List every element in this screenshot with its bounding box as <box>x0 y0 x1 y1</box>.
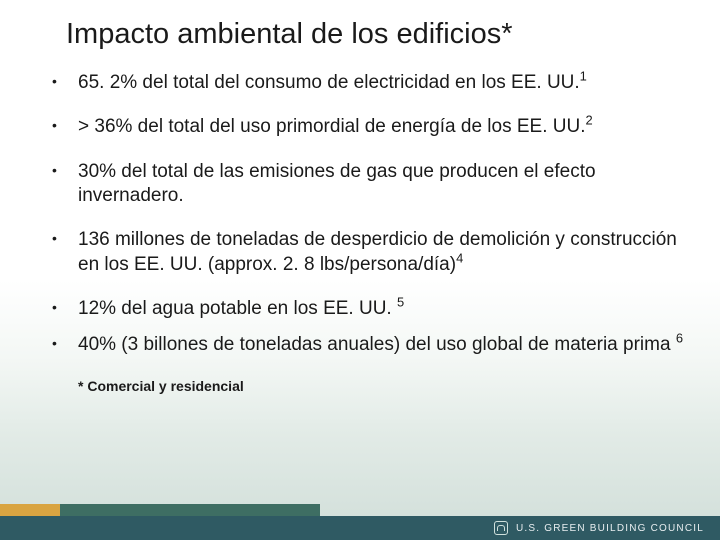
bullet-text: 30% del total de las emisiones de gas qu… <box>78 161 596 206</box>
list-item: 12% del agua potable en los EE. UU. 5 <box>48 297 684 321</box>
list-item: 40% (3 billones de toneladas anuales) de… <box>48 333 684 357</box>
bullet-sup: 2 <box>585 113 592 128</box>
footer-accent-bar <box>0 504 320 516</box>
bullet-sup: 5 <box>397 295 404 310</box>
bullet-text: 136 millones de toneladas de desperdicio… <box>78 229 677 274</box>
title-text: Impacto ambiental de los edificios <box>66 18 501 50</box>
bullet-sup: 1 <box>580 69 587 84</box>
usgbc-logo-icon <box>494 521 508 535</box>
bullet-text: 65. 2% del total del consumo de electric… <box>78 72 580 93</box>
bullet-text: 40% (3 billones de toneladas anuales) de… <box>78 334 676 355</box>
list-item: 30% del total de las emisiones de gas qu… <box>48 160 684 209</box>
accent-segment-green <box>60 504 320 516</box>
bullet-text: > 36% del total del uso primordial de en… <box>78 116 585 137</box>
footer-main-bar: U.S. GREEN BUILDING COUNCIL <box>0 516 720 540</box>
list-item: 65. 2% del total del consumo de electric… <box>48 71 684 95</box>
footer-org-text: U.S. GREEN BUILDING COUNCIL <box>516 523 704 534</box>
bullet-list: 65. 2% del total del consumo de electric… <box>48 71 684 358</box>
slide-title: Impacto ambiental de los edificios* <box>66 18 684 51</box>
bullet-sup: 4 <box>456 250 463 265</box>
list-item: 136 millones de toneladas de desperdicio… <box>48 228 684 277</box>
footer-band: U.S. GREEN BUILDING COUNCIL <box>0 504 720 540</box>
bullet-sup: 6 <box>676 331 683 346</box>
slide-body: Impacto ambiental de los edificios* 65. … <box>0 0 720 540</box>
list-item: > 36% del total del uso primordial de en… <box>48 115 684 139</box>
title-asterisk: * <box>501 18 512 50</box>
footer-org: U.S. GREEN BUILDING COUNCIL <box>494 521 704 535</box>
bullet-text: 12% del agua potable en los EE. UU. <box>78 298 397 319</box>
footnote: * Comercial y residencial <box>48 378 684 394</box>
accent-segment-gold <box>0 504 60 516</box>
